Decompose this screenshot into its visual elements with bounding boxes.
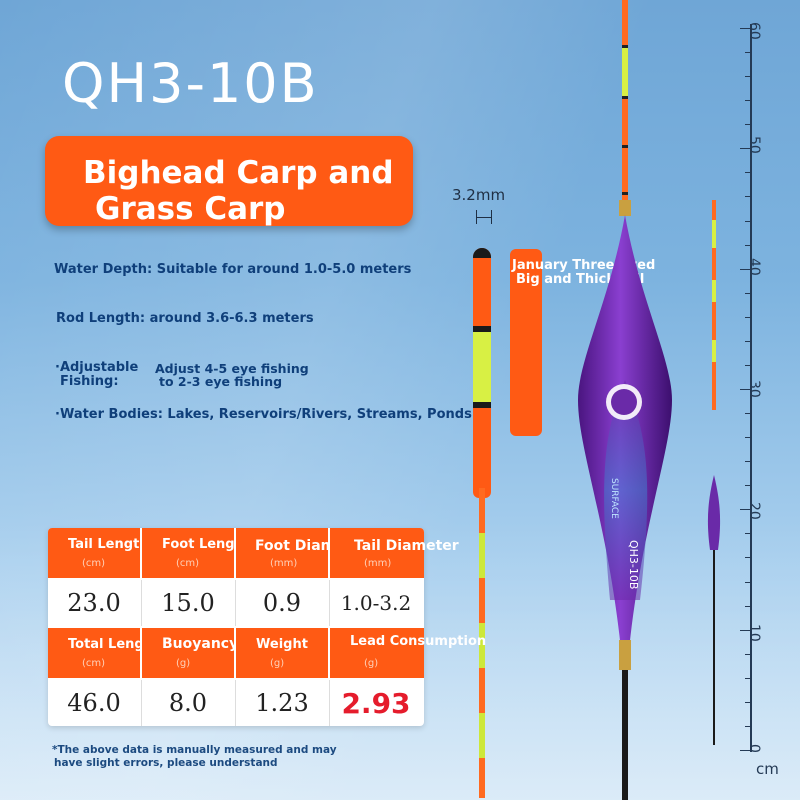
header-tail-length: Tail Length (cm) — [48, 528, 149, 578]
diameter-marker-icon — [476, 210, 492, 224]
ruler-label-0: 0 — [746, 744, 762, 753]
ruler-tick — [745, 485, 752, 487]
disclaimer-line-1: *The above data is manually measured and… — [52, 744, 337, 756]
category-banner — [45, 136, 413, 226]
water-depth-text: Water Depth: Suitable for around 1.0-5.0… — [54, 262, 412, 277]
value-foot-length: 15.0 — [161, 589, 215, 617]
ruler-tick — [745, 701, 752, 703]
category-banner-text: Bighead Carp and Grass Carp — [83, 155, 443, 227]
ruler-tick — [745, 461, 752, 463]
ruler-tick — [745, 653, 752, 655]
ruler-tick — [740, 148, 752, 150]
value-total-length: 46.0 — [67, 689, 121, 717]
banner-line-1: Bighead Carp and — [83, 155, 394, 191]
float-tail-closeup — [473, 248, 491, 498]
adjustable-label-1: ·Adjustable — [55, 360, 139, 375]
ruler-tick — [745, 244, 752, 246]
header-tail-diameter: Tail Diameter (mm) — [330, 528, 459, 578]
float-tail-stem — [479, 488, 485, 798]
ruler-tick — [745, 52, 752, 54]
header-weight: Weight (g) — [236, 628, 328, 678]
ruler-tick — [745, 100, 752, 102]
float-model-text: QH3-10B — [627, 540, 640, 589]
adjustable-value-2: to 2-3 eye fishing — [159, 374, 283, 389]
ruler-tick — [745, 292, 752, 294]
header-total-length: Total Length (cm) — [48, 628, 159, 678]
ruler-tick — [740, 389, 752, 390]
value-foot-diameter: 0.9 — [262, 589, 302, 617]
banner-line-2: Grass Carp — [95, 191, 286, 227]
ruler-tick — [740, 268, 752, 270]
value-tail-length: 23.0 — [67, 589, 121, 617]
disclaimer: *The above data is manually measured and… — [52, 744, 337, 770]
ruler-label-30: 30 — [746, 380, 762, 398]
ruler-label-10: 10 — [746, 624, 762, 642]
specs-table: Tail Length (cm) Foot Length (cm) Foot D… — [48, 528, 486, 726]
ruler-label-50: 50 — [746, 136, 762, 154]
ruler — [750, 24, 752, 752]
ruler-tick — [745, 220, 752, 222]
disclaimer-line-2: have slight errors, please understand — [54, 757, 278, 769]
tag-marker — [510, 249, 542, 436]
ruler-tick — [745, 557, 752, 559]
adjustable-label-2: Fishing: — [60, 374, 119, 389]
ruler-tick — [745, 316, 752, 318]
ruler-tick — [745, 677, 752, 679]
ruler-tick — [745, 581, 752, 583]
ruler-label-40: 40 — [746, 258, 762, 276]
water-bodies-text: ·Water Bodies: Lakes, Reservoirs/Rivers,… — [55, 407, 472, 422]
float-large: SURFACE QH3-10B — [578, 0, 672, 800]
ruler-tick — [740, 509, 752, 511]
ruler-tick — [745, 172, 752, 174]
ruler-label-20: 20 — [746, 502, 762, 520]
ruler-tick — [745, 725, 752, 727]
rod-length-text: Rod Length: around 3.6-6.3 meters — [56, 311, 314, 326]
value-weight: 1.23 — [255, 689, 309, 717]
ruler-tick — [745, 124, 752, 126]
ruler-tick — [745, 605, 752, 607]
header-lead-consumption: Lead Consumption (g) — [330, 628, 486, 678]
product-title: QH3-10B — [62, 52, 319, 115]
float-small — [707, 200, 721, 745]
value-tail-diameter: 1.0-3.2 — [340, 591, 412, 615]
ruler-tick — [745, 340, 752, 342]
ruler-label-60: 60 — [746, 22, 762, 40]
ruler-unit: cm — [756, 760, 779, 778]
ruler-tick — [745, 437, 752, 439]
ruler-tick — [740, 629, 752, 631]
ruler-tick — [745, 533, 752, 535]
ruler-tick — [740, 750, 752, 751]
diameter-label: 3.2mm — [452, 186, 506, 204]
adjustable-value-1: Adjust 4-5 eye fishing — [155, 361, 309, 376]
value-lead-consumption: 2.93 — [341, 686, 411, 720]
value-buoyancy: 8.0 — [168, 689, 208, 717]
header-buoyancy: Buoyancy (g) — [142, 628, 238, 678]
header-foot-length: Foot Length (cm) — [142, 528, 250, 578]
ruler-tick — [740, 28, 752, 29]
header-foot-diameter: Foot Diameter (mm) — [236, 528, 368, 578]
float-brand-text: SURFACE — [609, 478, 619, 519]
ruler-tick — [745, 413, 752, 415]
ruler-tick — [745, 196, 752, 198]
ruler-tick — [745, 364, 752, 366]
ruler-tick — [745, 76, 752, 78]
